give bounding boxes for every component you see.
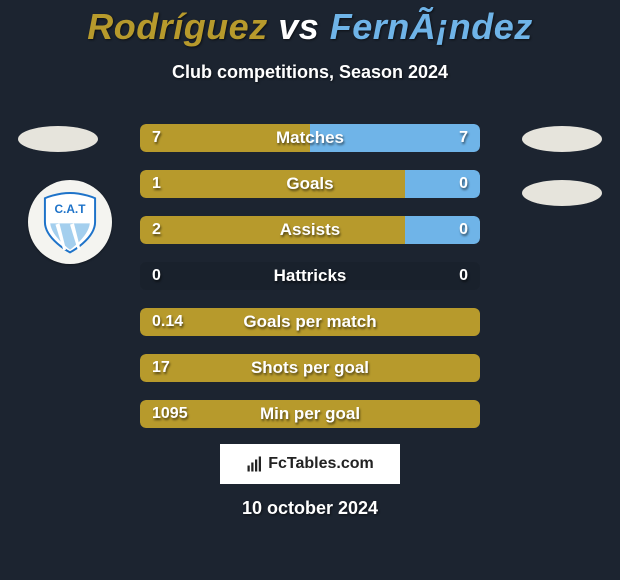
subtitle: Club competitions, Season 2024 <box>0 62 620 83</box>
page-title: Rodríguez vs FernÃ¡ndez <box>0 0 620 48</box>
footer-site-text: FcTables.com <box>268 455 374 473</box>
title-player1: Rodríguez <box>87 6 268 47</box>
footer-date: 10 october 2024 <box>0 498 620 519</box>
chart-icon <box>246 455 264 473</box>
stat-label: Shots per goal <box>140 354 480 382</box>
club-logo: C.A.T <box>28 180 112 264</box>
stat-row-assists: 20Assists <box>140 216 480 244</box>
stat-label: Min per goal <box>140 400 480 428</box>
avatar-player2-b <box>522 180 602 206</box>
stat-row-hattricks: 00Hattricks <box>140 262 480 290</box>
stat-label: Assists <box>140 216 480 244</box>
stat-row-goals: 10Goals <box>140 170 480 198</box>
stat-row-shots-per-goal: 17Shots per goal <box>140 354 480 382</box>
stat-label: Hattricks <box>140 262 480 290</box>
club-logo-svg: C.A.T <box>37 189 103 255</box>
stat-row-min-per-goal: 1095Min per goal <box>140 400 480 428</box>
avatar-player1 <box>18 126 98 152</box>
stat-row-matches: 77Matches <box>140 124 480 152</box>
content-root: Rodríguez vs FernÃ¡ndez Club competition… <box>0 0 620 580</box>
stat-label: Goals per match <box>140 308 480 336</box>
svg-text:C.A.T: C.A.T <box>54 202 86 216</box>
avatar-player2-a <box>522 126 602 152</box>
stat-row-goals-per-match: 0.14Goals per match <box>140 308 480 336</box>
stat-label: Matches <box>140 124 480 152</box>
title-vs: vs <box>278 6 319 47</box>
stat-bars: 77Matches 10Goals 20Assists 00Hattricks 0.14… <box>140 124 480 446</box>
footer-site-badge: FcTables.com <box>220 444 400 484</box>
title-player2: FernÃ¡ndez <box>330 6 533 47</box>
stat-label: Goals <box>140 170 480 198</box>
